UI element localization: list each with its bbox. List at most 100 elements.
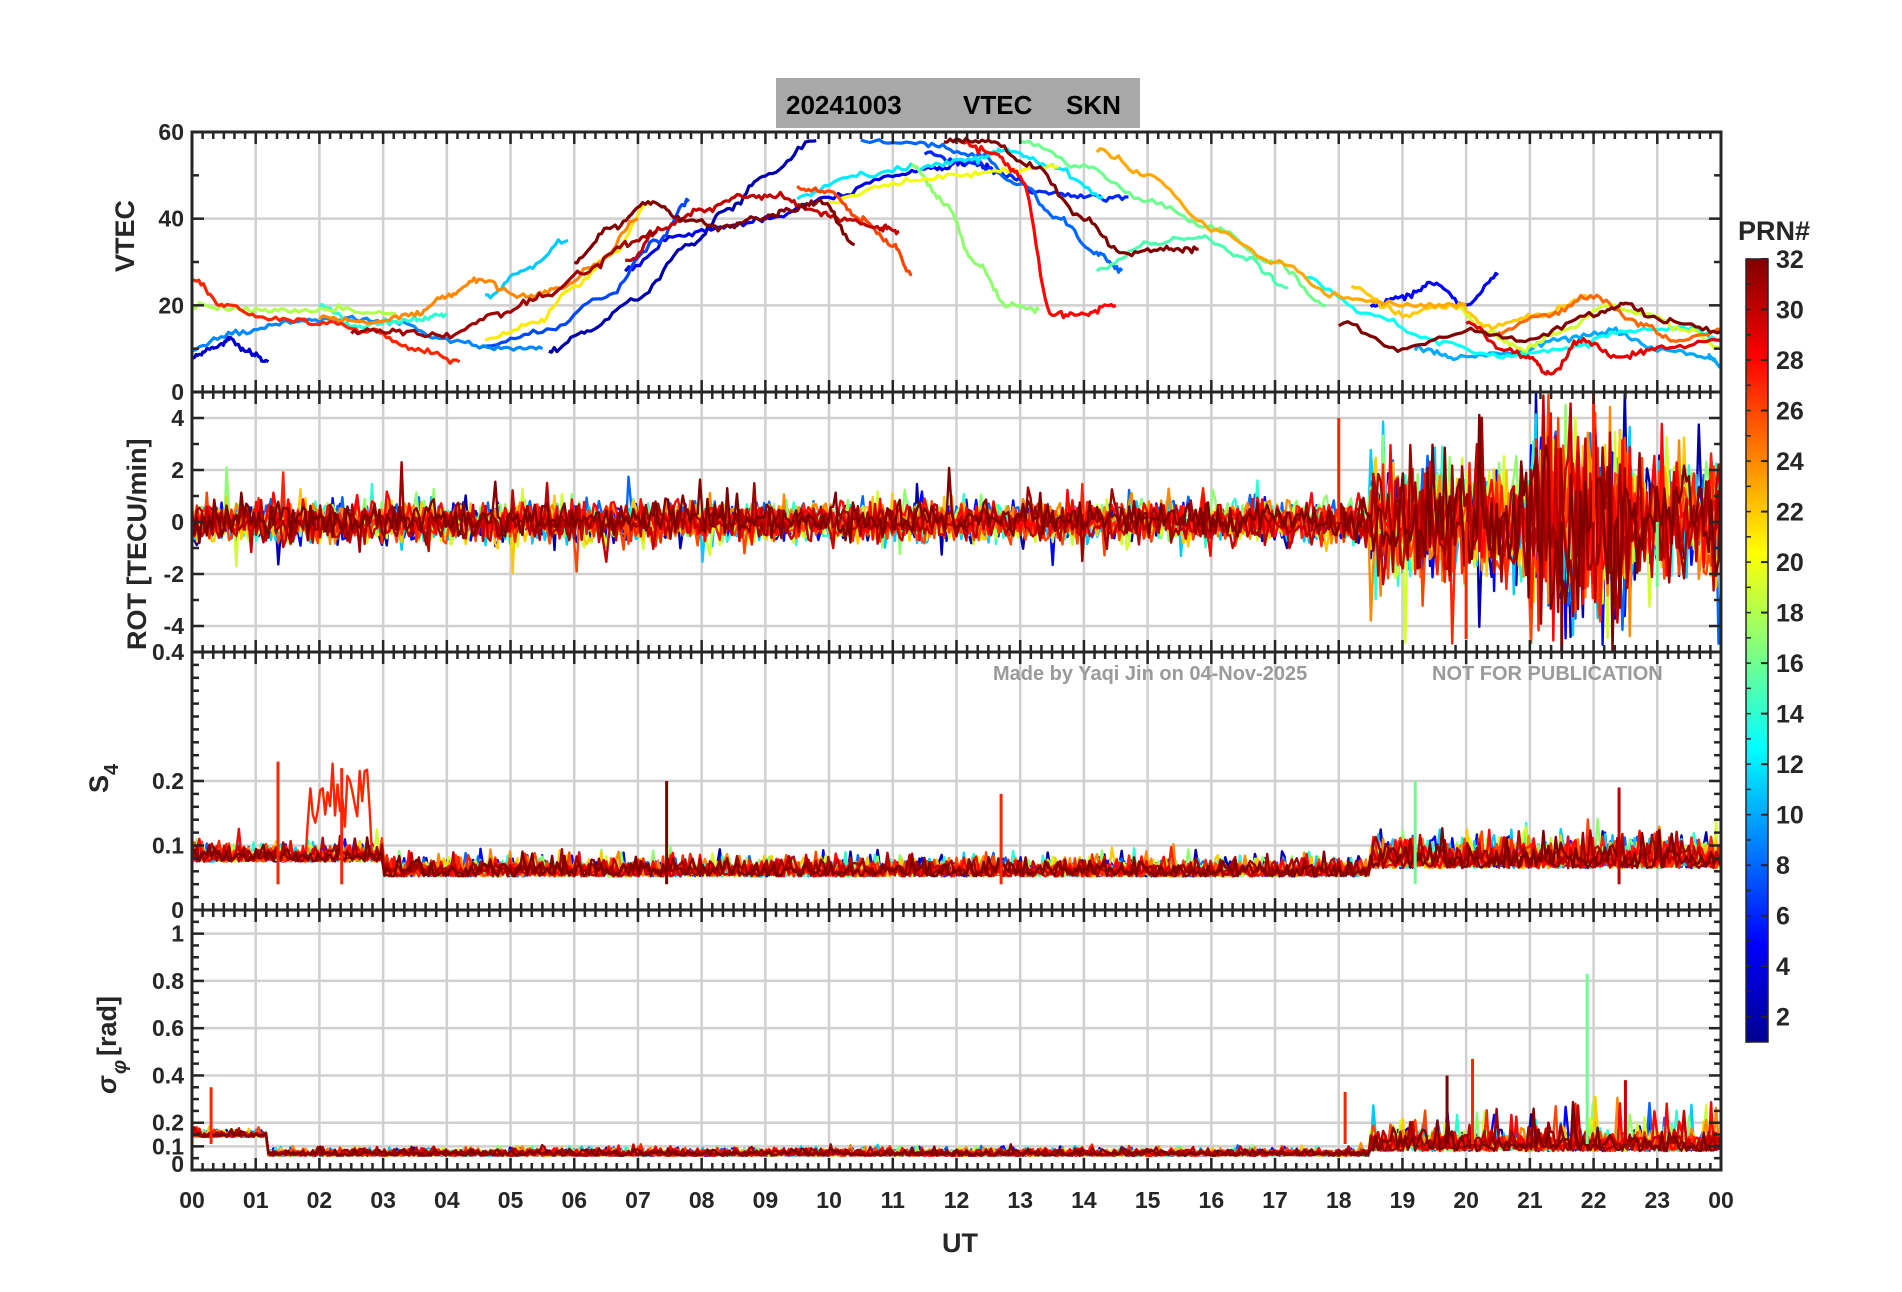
- vtec-ytick-label: 60: [158, 119, 184, 145]
- colorbar-tick-label: 12: [1776, 751, 1804, 779]
- colorbar-tick-label: 10: [1776, 802, 1804, 830]
- x-tick-label: 23: [1644, 1187, 1670, 1213]
- colorbar-tick-label: 6: [1776, 903, 1790, 931]
- vtec-ylabel: VTEC: [110, 200, 140, 272]
- s4-ylabel-main: S: [84, 775, 114, 793]
- x-tick-label: 17: [1262, 1187, 1288, 1213]
- x-tick-label: 13: [1007, 1187, 1033, 1213]
- sigma-ytick-label: 0.8: [152, 968, 184, 994]
- figure-title: 20241003 VTEC SKN: [776, 78, 1140, 128]
- sigma-ylabel: σ φ [rad]: [92, 996, 131, 1094]
- x-tick-label: 01: [243, 1187, 269, 1213]
- title-station: SKN: [1066, 90, 1121, 120]
- rot-ytick-label: 0: [171, 509, 184, 535]
- sigma-grid: [192, 910, 1721, 1170]
- colorbar-tick-label: 32: [1776, 246, 1804, 274]
- vtec-ticks: [190, 130, 1723, 394]
- rot-ylabel: ROT [TECU/min]: [122, 439, 152, 650]
- vtec-ytick-label: 40: [158, 206, 184, 232]
- colorbar-tick-label: 20: [1776, 549, 1804, 577]
- vtec-series-line: [860, 138, 1124, 274]
- x-tick-label: 11: [881, 1187, 906, 1213]
- colorbar-tick-label: 24: [1776, 448, 1804, 476]
- s4-ytick-label: 0.4: [152, 639, 184, 665]
- panels: 0204060-4-202400.10.20.400.10.20.40.60.8…: [152, 119, 1723, 1177]
- vtec-series-line: [625, 190, 900, 263]
- x-tick-label: 15: [1135, 1187, 1161, 1213]
- x-tick-label: 18: [1326, 1187, 1352, 1213]
- x-tick-label: 02: [307, 1187, 333, 1213]
- vtec-series-line: [828, 163, 1059, 205]
- title-quantity: VTEC: [963, 90, 1033, 120]
- s4-plot-area: [192, 761, 1721, 885]
- sigma-ylabel-sym: σ: [92, 1075, 122, 1094]
- sigma-ylabel-unit: [rad]: [92, 996, 122, 1056]
- rot-ytick-label: 2: [171, 457, 184, 483]
- vtec-series-line: [574, 198, 856, 265]
- sigma-ytick-label: 1: [171, 921, 184, 947]
- vtec-series-line: [350, 229, 658, 340]
- s4-ytick-label: 0.1: [152, 833, 184, 859]
- vtec-series-line: [484, 200, 652, 342]
- sigma-ticks: [190, 908, 1723, 1172]
- x-tick-label: 10: [816, 1187, 842, 1213]
- colorbar-tick-label: 22: [1776, 499, 1804, 527]
- sigma-ytick-label: 0.4: [152, 1062, 184, 1088]
- vtec-series-line: [548, 139, 817, 354]
- sigma-ytick-label: 0.6: [152, 1015, 184, 1041]
- vtec-series-line: [943, 136, 1199, 258]
- x-tick-label: 06: [561, 1187, 587, 1213]
- s4-ylabel-sub: 4: [101, 763, 123, 775]
- colorbar-tick-label: 2: [1776, 1004, 1790, 1032]
- vtec-ytick-label: 20: [158, 292, 184, 318]
- panel-s4: 0 0.1 0.2 0.4: [152, 639, 1723, 923]
- vtec-series-line: [1369, 271, 1499, 309]
- x-tick-label: 14: [1071, 1187, 1097, 1213]
- watermark-author: Made by Yaqi Jin on 04-Nov-2025: [993, 663, 1307, 685]
- x-tick-label: 21: [1517, 1187, 1543, 1213]
- rot-series-line: [192, 416, 1721, 625]
- vtec-series-line: [192, 278, 461, 365]
- sigma-series-line: [192, 1100, 1721, 1158]
- x-tick-label: 05: [498, 1187, 524, 1213]
- title-background: [776, 78, 1140, 128]
- x-axis-tick-labels: 00 01 02 03 04 05 06 07 08 09 10 11 12 13 14 15 16 17 18 19…: [179, 1187, 1734, 1213]
- rot-plot-area: [192, 392, 1721, 652]
- vtec-series-line: [1337, 301, 1721, 353]
- colorbar-tick-label: 26: [1776, 398, 1804, 426]
- rot-ytick-label: 4: [171, 405, 184, 431]
- x-tick-label: 04: [434, 1187, 460, 1213]
- panel-sigma: 00.10.2 0.4 0.6 0.8 1: [152, 908, 1723, 1177]
- colorbar-tick-label: 8: [1776, 852, 1790, 880]
- colorbar-tick-label: 4: [1776, 953, 1790, 981]
- x-tick-label: 20: [1453, 1187, 1479, 1213]
- vtec-series-line: [1452, 303, 1721, 354]
- x-tick-label: 22: [1581, 1187, 1607, 1213]
- colorbar-tick-label: 18: [1776, 600, 1804, 628]
- vtec-series-line: [955, 137, 1117, 320]
- x-tick-label: 16: [1199, 1187, 1225, 1213]
- colorbar-gradient: [1745, 258, 1769, 1043]
- panel-rot: -4 -2 0 2 4: [164, 390, 1723, 654]
- vtec-series-line: [1095, 147, 1467, 309]
- x-tick-label: 00: [179, 1187, 205, 1213]
- title-date: 20241003: [786, 90, 902, 120]
- x-axis-label: UT: [942, 1228, 978, 1258]
- x-tick-label: 08: [689, 1187, 715, 1213]
- vtec-series-line: [192, 335, 270, 364]
- watermark-notice: NOT FOR PUBLICATION: [1432, 663, 1663, 685]
- colorbar-tick-label: 30: [1776, 297, 1804, 325]
- sigma-ytick-label: 0: [171, 1151, 184, 1177]
- vtec-series-line: [318, 217, 639, 325]
- vtec-series-line: [192, 301, 397, 316]
- colorbar-tick-label: 28: [1776, 347, 1804, 375]
- s4-series-line: [192, 827, 1721, 878]
- rot-ytick-label: -4: [164, 613, 185, 639]
- x-tick-label: 19: [1390, 1187, 1416, 1213]
- sigma-ytick-label: 0.2: [152, 1110, 184, 1136]
- s4-ytick-label: 0: [171, 897, 184, 923]
- sigma-ylabel-sub: φ: [109, 1060, 131, 1074]
- colorbar-tick-label: 14: [1776, 701, 1804, 729]
